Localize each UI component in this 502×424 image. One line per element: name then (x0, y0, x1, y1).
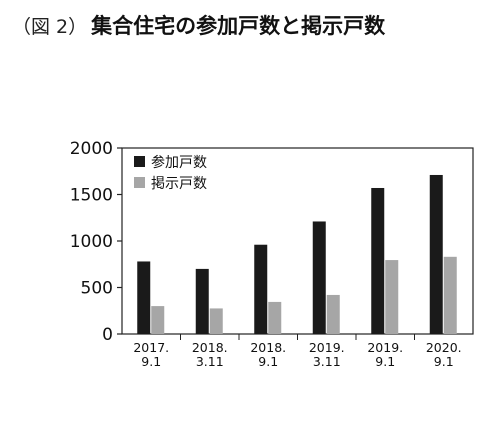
bar-participating (137, 261, 151, 334)
y-tick-label: 0 (102, 325, 113, 345)
x-tick-label: 9.1 (141, 354, 161, 369)
legend-swatch (134, 177, 145, 188)
legend-label: 参加戸数 (151, 154, 207, 171)
x-tick-label: 3.11 (313, 354, 341, 369)
x-tick-label: 2017. (133, 340, 169, 355)
bar-participating (254, 244, 268, 334)
x-tick-label: 2020. (426, 340, 462, 355)
bar-posted (151, 306, 165, 334)
y-tick-label: 1000 (70, 232, 113, 252)
x-tick-label: 9.1 (434, 354, 454, 369)
x-tick-label: 2019. (367, 340, 403, 355)
bar-participating (371, 187, 385, 334)
figure-label: （図 2） (12, 16, 88, 38)
x-tick-label: 2018. (250, 340, 286, 355)
y-tick-label: 1500 (70, 186, 113, 206)
bar-posted (385, 260, 399, 334)
x-tick-label: 9.1 (375, 354, 395, 369)
y-tick-label: 500 (81, 279, 113, 299)
bar-posted (443, 256, 457, 334)
bar-posted (326, 294, 340, 334)
x-tick-label: 2019. (309, 340, 345, 355)
bar-participating (429, 174, 443, 334)
y-tick-label: 2000 (70, 139, 113, 159)
x-tick-label: 9.1 (258, 354, 278, 369)
bar-posted (209, 308, 223, 334)
figure-heading: 集合住宅の参加戸数と掲示戸数 (91, 14, 386, 38)
x-tick-label: 2018. (192, 340, 228, 355)
legend-label: 掲示戸数 (151, 176, 207, 192)
bar-participating (195, 268, 209, 334)
x-tick-label: 3.11 (196, 354, 224, 369)
bar-participating (312, 221, 326, 334)
bar-posted (268, 301, 282, 334)
legend-swatch (134, 156, 145, 167)
figure-title: （図 2） 集合住宅の参加戸数と掲示戸数 (12, 10, 385, 40)
